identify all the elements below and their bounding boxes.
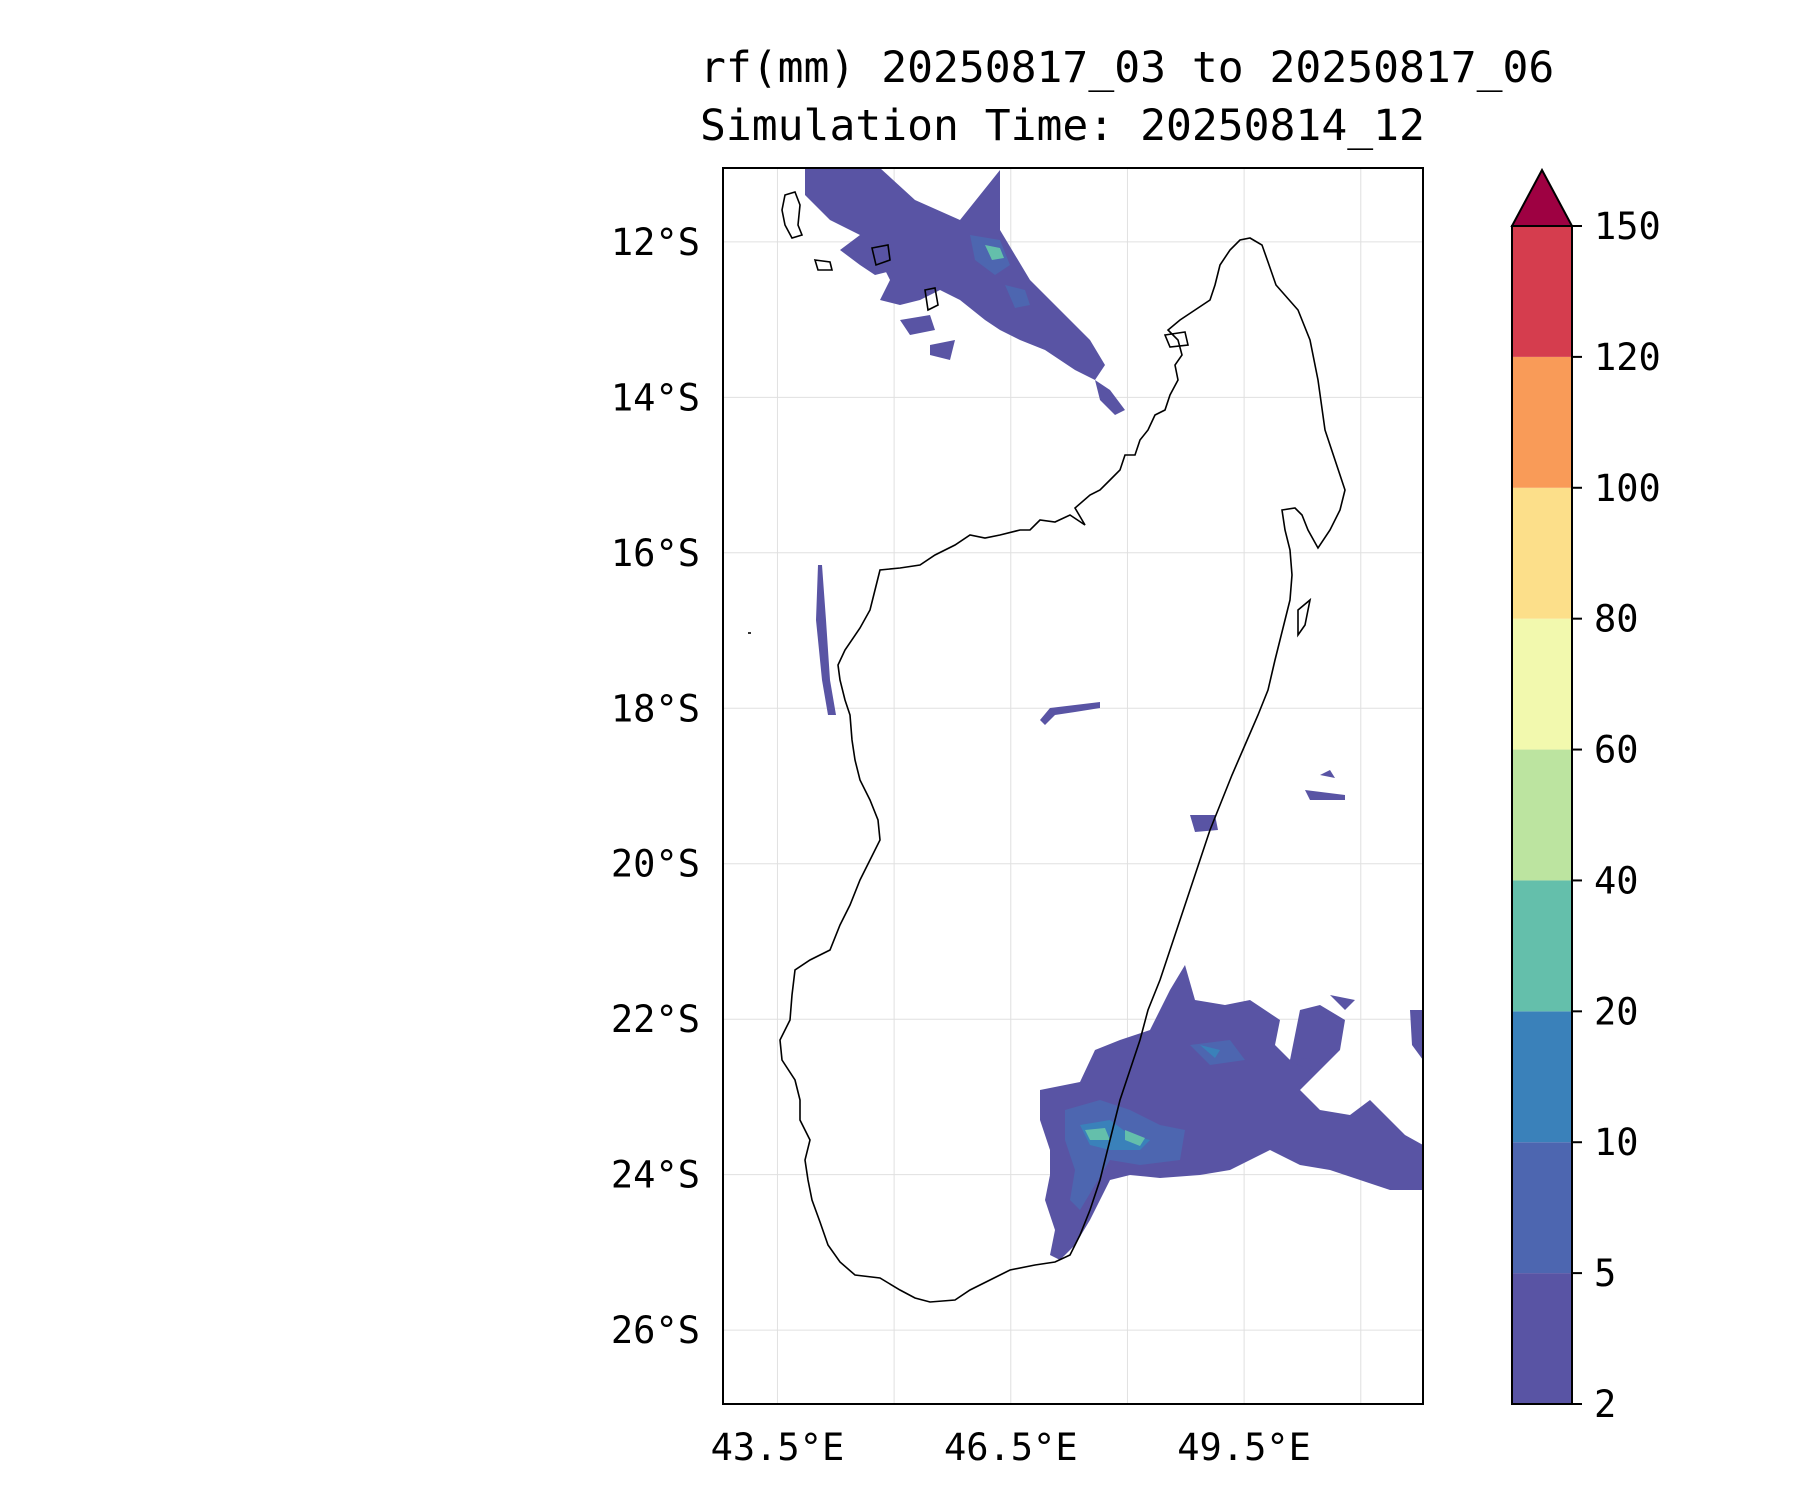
colorbar-tick-label: 20 — [1594, 990, 1639, 1033]
longitude-ticks: 43.5°E 46.5°E 49.5°E — [711, 1426, 1311, 1469]
comoros-island-anjouan — [871, 244, 891, 267]
comoros-island-grande — [781, 191, 804, 239]
colorbar-segment — [1512, 1142, 1572, 1274]
colorbar-extend-arrow — [1510, 167, 1574, 227]
lon-tick-label: 43.5°E — [711, 1426, 845, 1469]
colorbar-tick-label: 60 — [1594, 729, 1639, 772]
colorbar-tick-label: 100 — [1594, 467, 1661, 510]
colorbar-tick-label: 150 — [1594, 205, 1661, 248]
map-subtitle: Simulation Time: 20250814_12 — [700, 101, 1425, 151]
map-frame — [722, 167, 1424, 1405]
rainfall-area-center-small — [1040, 702, 1100, 725]
rainfall-area-northwest-core — [970, 235, 1030, 308]
colorbar-segment — [1512, 880, 1572, 1012]
latitude-ticks: 12°S 14°S 16°S 18°S 20°S 22°S 24°S 26°S — [611, 221, 700, 1352]
colorbar-frame — [1511, 225, 1573, 1405]
colorbar-segment — [1512, 226, 1572, 357]
comoros-island-moheli — [813, 259, 834, 271]
lon-tick-label: 46.5°E — [944, 1426, 1078, 1469]
lon-tick-label: 49.5°E — [1177, 1426, 1311, 1469]
rainfall-area-east-small — [1190, 770, 1345, 832]
rainfall-area-northwest — [805, 168, 1105, 380]
colorbar-tick-label: 2 — [1594, 1383, 1616, 1426]
madagascar-outline — [779, 237, 1346, 1303]
rainfall-area-west-strip — [816, 565, 836, 715]
colorbar-segment — [1512, 487, 1572, 619]
nosy-be-island — [1163, 331, 1189, 348]
colorbar: 2 5 10 20 40 60 80 100 120 150 — [1510, 167, 1661, 1426]
coastline — [748, 191, 1346, 1303]
lat-tick-label: 14°S — [611, 376, 700, 419]
colorbar-tick-label: 5 — [1594, 1252, 1616, 1295]
lat-tick-label: 16°S — [611, 532, 700, 575]
lat-tick-label: 20°S — [611, 843, 700, 886]
lat-tick-label: 26°S — [611, 1309, 700, 1352]
colorbar-tick-label: 40 — [1594, 859, 1639, 902]
colorbar-segment — [1512, 618, 1572, 750]
colorbar-segment — [1512, 1011, 1572, 1143]
rainfall-area-southeast-core — [1065, 1040, 1245, 1210]
colorbar-tick-label: 80 — [1594, 598, 1639, 641]
lat-tick-label: 12°S — [611, 221, 700, 264]
rainfall-contours — [805, 168, 1423, 1260]
mayotte-island — [924, 287, 939, 312]
colorbar-tick-label: 10 — [1594, 1121, 1639, 1164]
rainfall-area-northwest-peak — [985, 245, 1004, 260]
lat-tick-label: 22°S — [611, 998, 700, 1041]
lat-tick-label: 24°S — [611, 1154, 700, 1197]
rainfall-area-southeast — [1040, 965, 1423, 1260]
rainfall-area-southeast-40 — [1085, 1128, 1145, 1146]
sainte-marie-island — [1297, 597, 1312, 638]
colorbar-tick-label: 120 — [1594, 336, 1661, 379]
rainfall-area-southeast-2 — [1285, 995, 1423, 1070]
lat-tick-label: 18°S — [611, 687, 700, 730]
colorbar-segment — [1512, 749, 1572, 881]
colorbar-segment — [1512, 356, 1572, 488]
colorbar-segment — [1512, 1273, 1572, 1404]
rainfall-area-southeast-20 — [1080, 1045, 1220, 1150]
rainfall-area-northwest-2 — [860, 250, 1125, 415]
